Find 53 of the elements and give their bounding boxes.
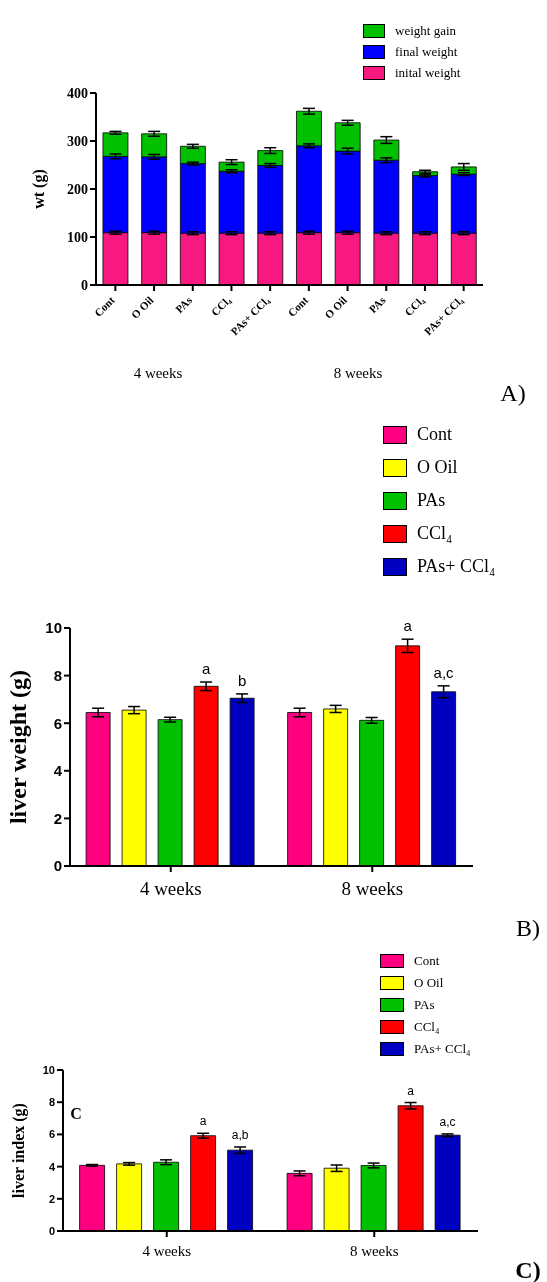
x-tick-label: PAs xyxy=(172,293,195,316)
y-tick-label: 4 xyxy=(53,762,63,780)
text: 8 weeks xyxy=(333,364,383,382)
y-axis-title: liver index (g) xyxy=(9,1103,28,1198)
x-tick-label: CCl₄ xyxy=(402,293,427,319)
legend-label: Cont xyxy=(414,953,440,969)
legend-label: PAs+ CCl₄ xyxy=(414,1041,471,1057)
y-tick-label: 10 xyxy=(42,1063,55,1076)
y-tick-label: 8 xyxy=(48,1096,55,1109)
y-tick-label: 100 xyxy=(67,229,88,245)
legend-label: CCl₄ xyxy=(414,1019,440,1035)
text: B) xyxy=(516,914,540,942)
y-tick-label: 400 xyxy=(67,85,88,101)
y-tick-label: 4 xyxy=(48,1160,56,1173)
data-label: b xyxy=(237,671,247,689)
x-tick-label: O Oil xyxy=(322,293,349,321)
legend-label: CCl₄ xyxy=(417,523,453,544)
text: 4 weeks xyxy=(133,364,183,382)
legend-label: inital weight xyxy=(395,64,461,81)
text: C) xyxy=(515,1256,541,1282)
data-label: a,b xyxy=(231,1127,249,1142)
legend-label: weight gain xyxy=(395,22,457,39)
y-tick-label: 6 xyxy=(48,1128,55,1141)
x-tick-label: CCl₄ xyxy=(208,293,234,319)
legend-label: O Oil xyxy=(414,975,444,991)
y-tick-label: 200 xyxy=(67,181,88,197)
y-tick-label: 2 xyxy=(53,809,62,827)
data-label: a,c xyxy=(439,1114,456,1129)
data-label: a xyxy=(403,617,413,635)
y-axis-title: wt (g) xyxy=(29,169,48,209)
legend-label: PAs+ CCl₄ xyxy=(417,556,496,577)
legend-label: PAs xyxy=(417,490,446,511)
y-tick-label: 8 xyxy=(53,666,62,684)
annotation: C xyxy=(70,1105,82,1123)
y-tick-label: 0 xyxy=(53,857,62,875)
text: A) xyxy=(500,379,526,407)
y-tick-label: 0 xyxy=(48,1224,55,1237)
data-label: a,c xyxy=(433,663,455,681)
data-label: a xyxy=(407,1083,415,1098)
legend-label: O Oil xyxy=(417,457,458,478)
y-axis-title: liver weight (g) xyxy=(4,669,31,825)
y-tick-label: 10 xyxy=(45,619,62,637)
legend-label: final weight xyxy=(395,43,458,60)
y-tick-label: 300 xyxy=(67,133,88,149)
y-tick-label: 2 xyxy=(48,1192,55,1205)
y-tick-label: 0 xyxy=(81,277,88,293)
legend-label: Cont xyxy=(417,424,453,445)
data-label: a xyxy=(201,660,211,678)
x-tick-label: O Oil xyxy=(128,293,156,321)
x-tick-label: PAs xyxy=(366,293,389,316)
legend-label: PAs xyxy=(414,997,435,1013)
data-label: a xyxy=(199,1114,207,1129)
y-tick-label: 6 xyxy=(53,714,62,732)
